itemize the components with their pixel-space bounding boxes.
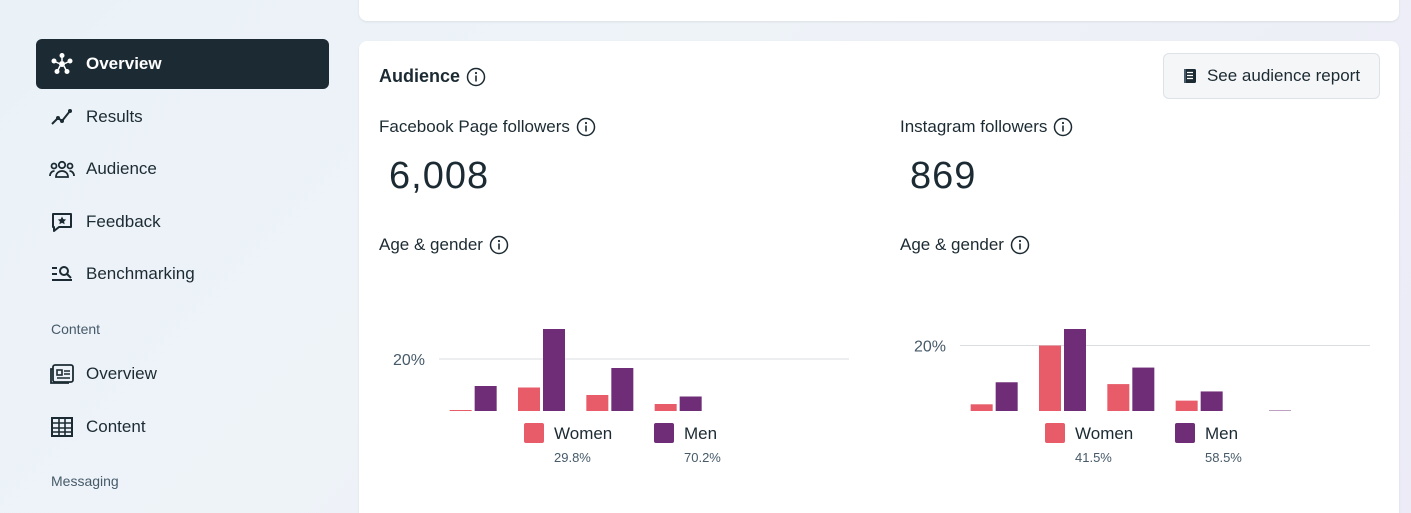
instagram-age-gender-chart: 0%20%18-2425-3435-4445-5455-6465+ [914, 329, 1370, 411]
facebook-age-gender-chart: 0%20%18-2425-3435-4445-5455-6465+ [393, 329, 849, 412]
bar-men-25-34[interactable] [1064, 329, 1086, 411]
bar-women-25-34[interactable] [1039, 345, 1061, 411]
facebook-column: Facebook Page followers 6,008 Age & gend… [379, 41, 879, 513]
sidebar-item-content-overview[interactable]: Overview [36, 349, 329, 399]
facebook-followers-label-text: Facebook Page followers [379, 117, 570, 136]
info-icon[interactable] [466, 67, 486, 87]
info-icon[interactable] [1053, 117, 1073, 137]
instagram-followers-label-text: Instagram followers [900, 117, 1048, 136]
legend-men-share: 70.2% [684, 450, 721, 465]
women-swatch [1045, 423, 1065, 443]
age-gender-label: Age & gender [900, 235, 1030, 255]
sidebar-item-label: Benchmarking [86, 264, 195, 283]
bar-women-35-44[interactable] [1107, 384, 1130, 411]
legend-men-share: 58.5% [1205, 450, 1242, 465]
messaging-section-label: Messaging [51, 473, 119, 489]
bar-men-35-44[interactable] [1132, 367, 1155, 411]
bar-women-45-54[interactable] [1175, 400, 1198, 411]
legend-women-label: Women [1075, 424, 1134, 443]
sidebar-item-label: Audience [86, 159, 157, 178]
sidebar-item-feedback[interactable]: Feedback [36, 197, 329, 247]
bar-men-45-54[interactable] [1200, 391, 1223, 411]
sidebar-item-label: Results [86, 107, 143, 126]
audience-card: Audience See audience report Facebook Pa… [359, 41, 1399, 513]
age-gender-label: Age & gender [379, 235, 509, 255]
y-tick-label: 20% [393, 352, 425, 369]
sidebar-item-label: Overview [86, 364, 157, 383]
overview-icon [49, 51, 75, 77]
content-section-label: Content [51, 321, 101, 337]
bar-women-35-44[interactable] [586, 395, 609, 411]
see-audience-report-button[interactable]: See audience report [1163, 53, 1380, 99]
facebook-chart-legend: Women 29.8% Men 70.2% [524, 421, 744, 471]
table-icon [49, 414, 75, 440]
facebook-followers-label: Facebook Page followers [379, 117, 596, 137]
men-swatch [654, 423, 674, 443]
instagram-followers-label: Instagram followers [900, 117, 1073, 137]
bar-women-25-34[interactable] [518, 387, 540, 412]
instagram-column: Instagram followers 869 Age & gender 0%2… [900, 41, 1400, 513]
see-audience-report-label: See audience report [1206, 66, 1361, 85]
info-icon[interactable] [489, 235, 509, 255]
bar-men-25-34[interactable] [543, 329, 565, 411]
info-icon[interactable] [576, 117, 596, 137]
content-overview-icon [49, 361, 75, 387]
info-icon[interactable] [1010, 235, 1030, 255]
bar-women-45-54[interactable] [654, 404, 677, 411]
legend-women-label: Women [554, 424, 613, 443]
age-gender-label-text: Age & gender [379, 235, 483, 254]
sidebar-item-overview[interactable]: Overview [36, 39, 329, 89]
legend-men-label: Men [684, 424, 718, 443]
facebook-followers-value: 6,008 [389, 155, 490, 197]
feedback-icon [49, 209, 75, 235]
age-gender-label-text: Age & gender [900, 235, 1004, 254]
previous-card [359, 0, 1399, 21]
bar-men-18-24[interactable] [474, 386, 497, 411]
bar-women-18-24[interactable] [449, 410, 472, 411]
women-swatch [524, 423, 544, 443]
legend-women-share: 29.8% [554, 450, 591, 465]
sidebar-item-results[interactable]: Results [36, 92, 329, 142]
report-book-icon [1183, 68, 1197, 84]
audience-icon [49, 156, 75, 182]
sidebar-item-label: Content [86, 417, 146, 436]
bar-men-18-24[interactable] [995, 382, 1018, 411]
y-tick-label: 20% [914, 339, 946, 356]
men-swatch [1175, 423, 1195, 443]
audience-title-text: Audience [379, 66, 461, 86]
sidebar-item-audience[interactable]: Audience [36, 144, 329, 194]
bar-men-35-44[interactable] [611, 368, 634, 411]
bar-men-45-54[interactable] [679, 396, 702, 412]
sidebar-item-content[interactable]: Content [36, 402, 329, 452]
audience-title: Audience [379, 66, 486, 87]
results-icon [49, 104, 75, 130]
benchmarking-icon [49, 261, 75, 287]
sidebar-item-label: Feedback [86, 212, 161, 231]
sidebar-item-benchmarking[interactable]: Benchmarking [36, 249, 329, 299]
instagram-followers-value: 869 [910, 155, 977, 197]
legend-men-label: Men [1205, 424, 1239, 443]
bar-women-18-24[interactable] [970, 404, 993, 411]
sidebar: Overview Results Audience Feedback Bench… [0, 0, 345, 513]
sidebar-item-label: Overview [86, 54, 162, 73]
instagram-chart-legend: Women 41.5% Men 58.5% [1045, 421, 1265, 471]
legend-women-share: 41.5% [1075, 450, 1112, 465]
